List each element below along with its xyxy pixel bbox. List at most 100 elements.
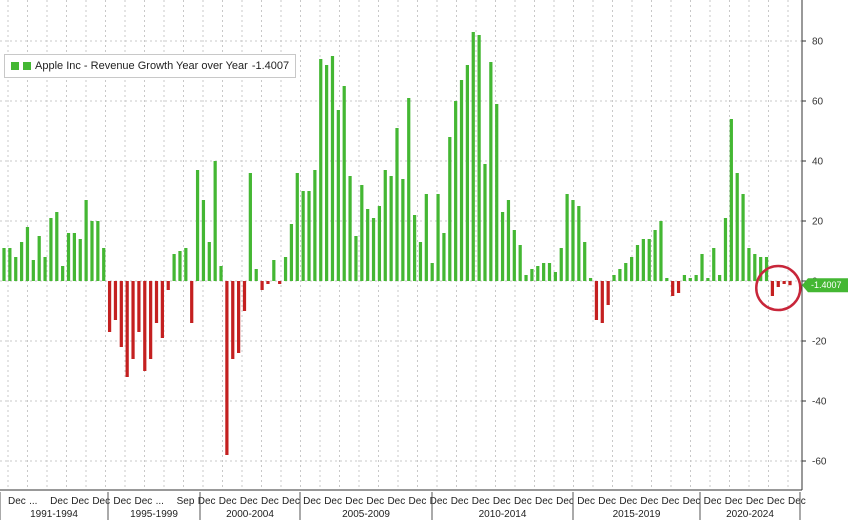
x-period-label: 1991-1994: [30, 509, 78, 520]
bar: [272, 260, 276, 281]
bar: [90, 221, 94, 281]
bar: [307, 191, 311, 281]
x-tick-label: Dec: [134, 496, 152, 507]
x-tick-label: Dec: [92, 496, 110, 507]
bar: [96, 221, 100, 281]
bar: [371, 218, 376, 281]
bar: [102, 248, 106, 281]
bar: [500, 212, 505, 281]
bar: [583, 242, 587, 281]
x-period-label: 2000-2004: [226, 509, 274, 520]
bar: [366, 209, 370, 281]
x-tick-label: Dec: [261, 496, 279, 507]
bar: [741, 194, 745, 281]
bar: [465, 65, 470, 281]
x-tick-label: Dec: [409, 496, 427, 507]
bar: [137, 281, 141, 332]
bar: [131, 281, 135, 359]
x-tick-label: Dec: [50, 496, 68, 507]
legend-label: Apple Inc - Revenue Growth Year over Yea…: [35, 60, 248, 72]
bar: [630, 257, 634, 281]
x-tick-label: Dec: [240, 496, 258, 507]
bar: [401, 179, 405, 281]
x-tick-label: Dec: [219, 496, 237, 507]
bar: [154, 281, 159, 323]
bar: [571, 200, 575, 281]
x-period-label: 2020-2024: [726, 509, 774, 520]
bar: [706, 278, 710, 281]
bar: [8, 248, 12, 281]
bar: [354, 236, 358, 281]
x-tick-label: Dec: [493, 496, 511, 507]
bar: [442, 233, 446, 281]
legend-swatch: [11, 62, 19, 70]
x-tick-label: Dec: [282, 496, 300, 507]
x-tick-label: Dec: [640, 496, 658, 507]
bar: [682, 275, 687, 281]
bar: [324, 65, 329, 281]
bar: [125, 281, 129, 377]
bar: [248, 173, 252, 281]
bar: [55, 212, 59, 281]
bar: [506, 200, 511, 281]
legend-value: -1.4007: [251, 60, 290, 72]
bar: [43, 257, 47, 281]
legend-swatch-2: [23, 62, 31, 70]
bar: [389, 176, 393, 281]
y-tick-label: 80: [812, 37, 824, 48]
bar: [788, 281, 792, 286]
x-tick-label: Dec: [577, 496, 595, 507]
x-tick-label: Sep: [177, 496, 195, 507]
bar: [407, 98, 411, 281]
x-axis: Dec... Dec Dec Dec Dec Dec... Sep Dec Dec Dec Dec D…: [0, 489, 806, 520]
legend: Apple Inc - Revenue Growth Year over Yea…: [4, 54, 297, 78]
x-tick-label: Dec: [451, 496, 469, 507]
bar: [190, 281, 194, 323]
bar: [395, 128, 399, 281]
bar: [542, 263, 546, 281]
x-tick-label: Dec: [683, 496, 701, 507]
x-tick-label: Dec: [662, 496, 680, 507]
bar: [624, 263, 628, 281]
bar: [612, 275, 616, 281]
bar: [336, 110, 340, 281]
x-tick-label: Dec: [704, 496, 722, 507]
x-tick-label: Dec: [556, 496, 574, 507]
y-axis: 806040200-20-40-60: [801, 0, 827, 490]
bar: [219, 266, 223, 281]
bar: [66, 233, 71, 281]
bar: [524, 275, 528, 281]
bar: [653, 230, 657, 281]
bar: [448, 137, 452, 281]
x-tick-label: Dec: [345, 496, 363, 507]
bar: [113, 281, 118, 320]
bar: [260, 281, 264, 290]
x-tick-label: ...: [156, 496, 164, 507]
bars: [2, 32, 792, 455]
x-period-label: 2005-2009: [342, 509, 390, 520]
bar: [770, 281, 775, 296]
bar: [459, 80, 464, 281]
bar: [319, 59, 323, 281]
bar: [166, 281, 170, 290]
x-tick-label: Dec: [324, 496, 342, 507]
bar: [61, 266, 65, 281]
bar: [536, 266, 540, 281]
x-period-label: 1995-1999: [130, 509, 178, 520]
bar: [665, 278, 669, 281]
y-tick-label: -40: [812, 397, 827, 408]
bar: [477, 35, 481, 281]
bar: [723, 218, 728, 281]
x-tick-label: Dec: [767, 496, 785, 507]
bar: [424, 194, 428, 281]
bar: [489, 62, 493, 281]
bar: [647, 239, 651, 281]
bar: [254, 269, 258, 281]
bar: [436, 194, 440, 281]
x-period-label: 2015-2019: [613, 509, 661, 520]
bar: [412, 215, 417, 281]
bar: [19, 242, 24, 281]
bar: [430, 263, 434, 281]
x-tick-label: Dec: [113, 496, 131, 507]
bar: [565, 194, 569, 281]
